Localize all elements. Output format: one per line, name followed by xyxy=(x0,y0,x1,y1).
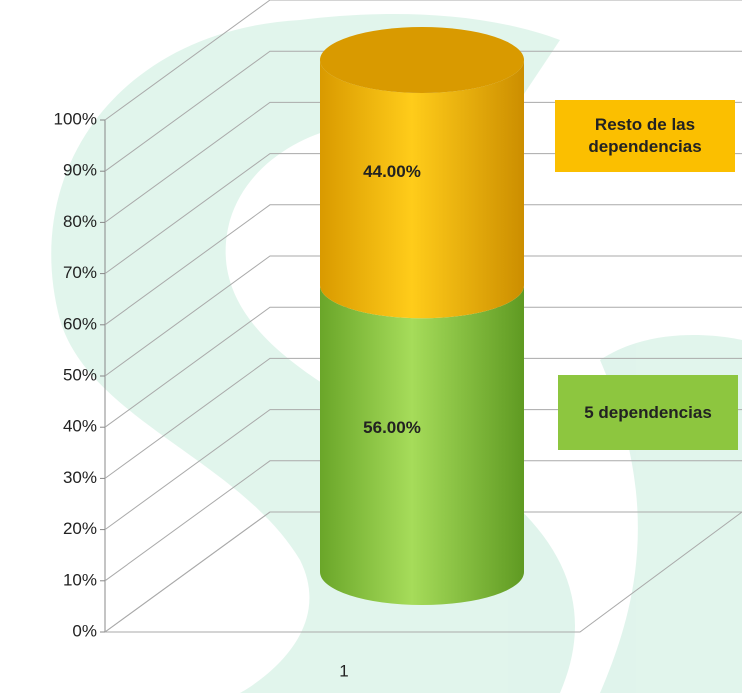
grid-line xyxy=(104,204,742,326)
y-tick-label: 10% xyxy=(63,570,97,589)
y-tick-label: 90% xyxy=(63,161,97,180)
grid-line xyxy=(104,460,742,582)
grid-line xyxy=(104,511,742,633)
legend-item: 5 dependencias xyxy=(558,375,738,450)
y-tick-label: 30% xyxy=(63,468,97,487)
y-tick-label: 0% xyxy=(72,621,97,640)
data-label: 44.00% xyxy=(363,162,421,181)
y-tick-label: 40% xyxy=(63,417,97,436)
y-tick-label: 50% xyxy=(63,365,97,384)
y-tick-label: 60% xyxy=(63,314,97,333)
cylinder-segment xyxy=(320,285,524,605)
grid-line xyxy=(104,0,742,121)
y-tick-label: 80% xyxy=(63,212,97,231)
legend-item: Resto de las dependencias xyxy=(555,100,735,172)
grid-line xyxy=(104,357,742,479)
cylinder-top xyxy=(320,27,524,93)
grid-line xyxy=(104,50,742,172)
y-tick-label: 70% xyxy=(63,263,97,282)
y-tick-label: 100% xyxy=(54,109,97,128)
x-tick-label: 1 xyxy=(339,661,348,680)
cylinder-segment xyxy=(320,60,524,319)
data-label: 56.00% xyxy=(363,418,421,437)
grid-line xyxy=(104,255,742,377)
grid-line xyxy=(104,306,742,428)
y-tick-label: 20% xyxy=(63,519,97,538)
